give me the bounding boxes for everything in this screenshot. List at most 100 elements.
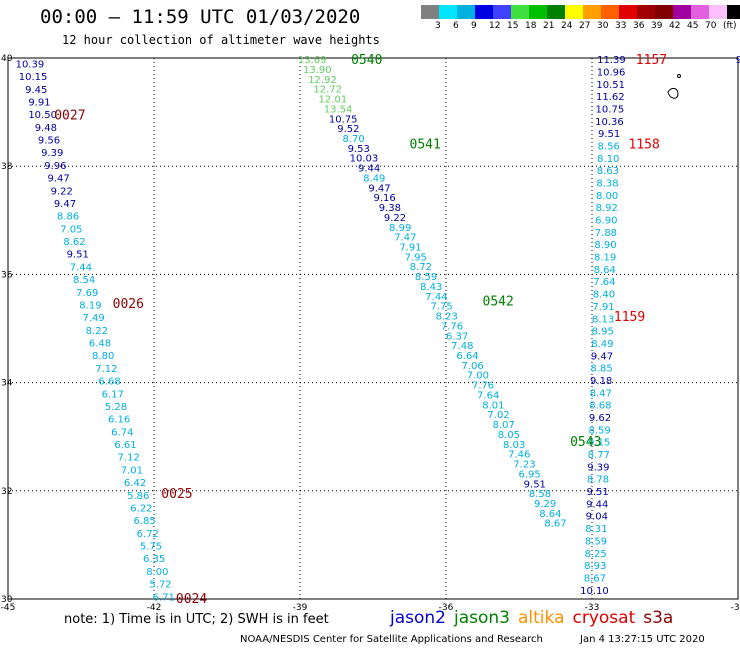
wave-height-label: 7.75 [430,302,452,313]
longitude-tick-label: -30 [731,603,740,613]
wave-height-label: 8.64 [594,265,616,276]
color-scale-tick: 9 [471,21,477,31]
wave-height-label: 8.64 [539,509,561,520]
wave-height-label: 8.68 [589,401,611,412]
wave-height-label: 12.72 [313,85,342,96]
wave-height-label: 9.47 [54,199,76,210]
wave-height-label: 8.86 [57,212,79,223]
wave-height-label: 6.85 [133,516,155,527]
wave-height-label: 8.99 [389,223,411,234]
latitude-tick-label: 36 [1,270,13,280]
wave-height-label: 8.00 [146,567,168,578]
wave-height-label: 9.16 [374,193,396,204]
wave-height-label: 6.37 [446,331,468,342]
wave-height-label: 9.96 [44,161,66,172]
wave-height-label: 8.80 [92,351,114,362]
color-scale-tick: 42 [669,21,681,31]
wave-height-label: 10.51 [596,80,625,91]
color-scale-swatch [691,5,709,19]
generated-timestamp: Jan 4 13:27:15 UTC 2020 [580,634,705,645]
wave-height-label: 8.77 [588,450,610,461]
color-scale-tick: 6 [453,21,459,31]
wave-height-label: 7.69 [76,288,98,299]
pass-time-label: 0026 [113,297,144,312]
color-scale-swatch [727,5,740,19]
wave-height-label: 9.44 [586,499,608,510]
wave-height-label: 7.91 [592,302,614,313]
color-scale-tick: 24 [561,21,573,31]
wave-height-label: 8.63 [597,166,619,177]
wave-height-label: 9.44 [358,164,380,175]
wave-height-label: 9.48 [35,123,57,134]
wave-height-label: 8.10 [597,154,619,165]
pass-time-label: 0024 [176,592,207,607]
color-scale-tick: 27 [579,21,591,31]
wave-height-label: 7.49 [82,313,104,324]
longitude-tick-label: -42 [147,603,162,613]
wave-height-label: 7.01 [121,465,143,476]
wave-height-label: 8.59 [585,536,607,547]
pass-time-label: 1158 [629,137,660,152]
wave-height-label: 8.25 [584,549,606,560]
color-scale-tick: 70 [705,21,717,31]
wave-height-label: 8.07 [493,420,515,431]
wave-height-label: 7.47 [394,233,416,244]
wave-height-label: 8.95 [592,327,614,338]
wave-height-label: 8.85 [590,364,612,375]
wave-height-label: 9.29 [534,499,556,510]
wave-height-label: 8.67 [584,573,606,584]
wave-height-label: 7.64 [477,390,499,401]
color-scale-swatch [511,5,529,19]
wave-height-label: 6.48 [89,339,111,350]
wave-height-label: 6.72 [137,529,159,540]
wave-height-label: 8.49 [591,339,613,350]
wave-height-label: 10.39 [16,59,45,70]
color-scale-swatch [637,5,655,19]
latitude-tick-label: 40 [1,54,13,64]
wave-height-label: 12.92 [308,75,337,86]
wave-height-label: 7.44 [70,262,92,273]
pass-time-label: 0540 [351,53,382,68]
wave-height-label: 9.15 [588,438,610,449]
wave-height-label: 8.67 [544,519,566,530]
pass-time-label: 0542 [483,294,514,309]
wave-height-label: 10.10 [580,586,609,597]
wave-height-label: 8.01 [482,400,504,411]
wave-height-label: 9.22 [51,186,73,197]
color-scale-tick: 3 [435,21,441,31]
wave-height-label: 9 [736,55,740,66]
wave-height-label: 8.31 [585,524,607,535]
wave-height-label: 6.95 [518,469,540,480]
wave-height-label: 7.48 [451,341,473,352]
wave-height-label: 7.02 [487,410,509,421]
wave-height-label: 10.36 [595,117,624,128]
satellite-cryosat: cryosat [572,608,636,628]
color-scale-swatch [421,5,439,19]
color-scale-bar [421,5,740,19]
wave-height-label: 7.00 [467,371,489,382]
latitude-tick-label: 30 [1,595,13,605]
color-scale-swatch [493,5,511,19]
satellite-s3a: s3a [643,608,674,628]
wave-height-label: 9.51 [67,250,89,261]
wave-height-label: 7.88 [595,228,617,239]
wave-height-label: 10.15 [19,72,48,83]
wave-height-label: 10.96 [597,67,626,78]
wave-height-label: 7.05 [60,224,82,235]
wave-height-label: 5.28 [105,402,127,413]
wave-height-label: 9.22 [384,213,406,224]
wave-height-label: 9.47 [591,351,613,362]
wave-height-label: 9.47 [368,183,390,194]
wave-height-label: 8.49 [363,173,385,184]
color-scale-tick: 36 [633,21,645,31]
wave-height-label: 6.64 [456,351,478,362]
satellite-jason3: jason3 [454,608,510,628]
wave-height-label: 8.78 [587,475,609,486]
color-scale-swatch [565,5,583,19]
color-scale-swatch [547,5,565,19]
wave-height-label: 12.01 [319,95,348,106]
wave-height-label: 8.70 [342,134,364,145]
page-subtitle: 12 hour collection of altimeter wave hei… [62,33,380,47]
wave-height-label: 8.56 [598,141,620,152]
color-scale-tick: 21 [543,21,555,31]
